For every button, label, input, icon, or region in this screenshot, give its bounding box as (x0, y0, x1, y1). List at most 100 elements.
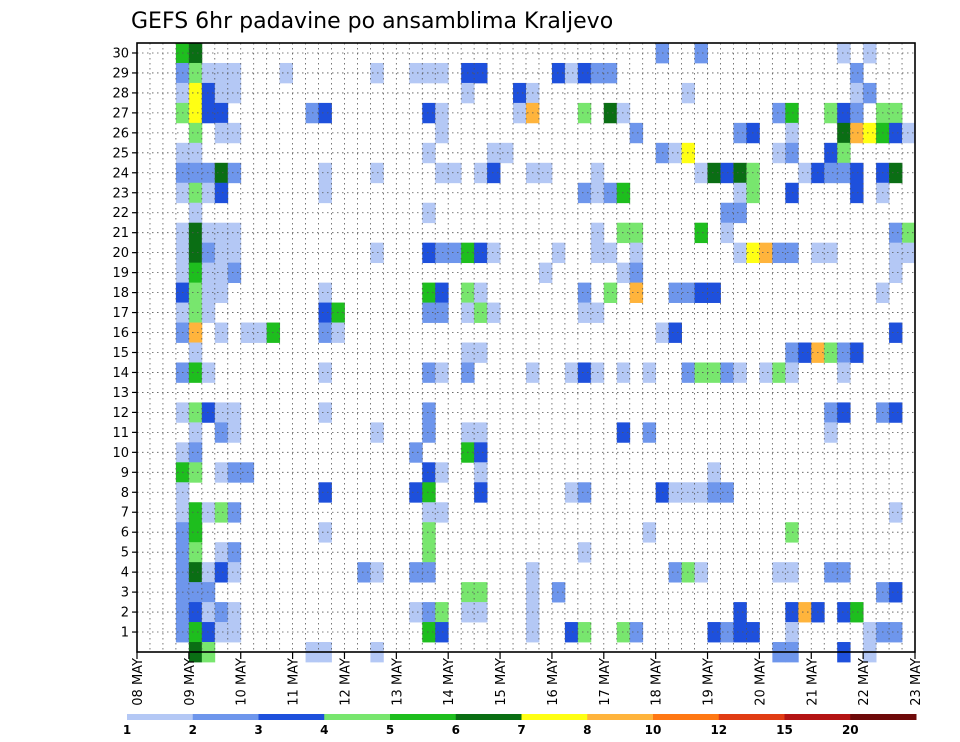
heatmap-cell (435, 102, 449, 124)
heatmap-cell (422, 302, 436, 323)
heatmap-cell (201, 502, 216, 523)
heatmap-cell (837, 142, 851, 164)
heatmap-cell (188, 342, 203, 363)
heatmap-cell (694, 282, 708, 303)
heatmap-cell (759, 242, 773, 264)
heatmap-cell (707, 462, 721, 483)
heatmap-cell (318, 402, 332, 423)
colorbar-tick-label: 20 (842, 723, 859, 737)
heatmap-cell (201, 602, 216, 623)
y-tick-label: 8 (121, 486, 129, 501)
heatmap-cell (889, 122, 903, 144)
heatmap-cell (201, 282, 216, 303)
heatmap-cell (487, 302, 501, 323)
heatmap-cell (850, 102, 864, 124)
heatmap-cell (733, 202, 747, 224)
heatmap-cell (318, 482, 332, 503)
heatmap-cell (603, 282, 618, 303)
heatmap-cell (188, 422, 203, 443)
heatmap-cell (448, 242, 462, 264)
heatmap-cell (201, 302, 216, 323)
heatmap-cell (227, 622, 242, 643)
heatmap-cell (448, 162, 462, 184)
heatmap-cell (577, 62, 592, 84)
heatmap-cell (733, 182, 747, 204)
colorbar-segment (587, 714, 654, 720)
x-tick-label: 08 MAY (131, 658, 146, 706)
heatmap-cell (487, 242, 501, 264)
heatmap-cell (474, 422, 488, 443)
heatmap-cell (837, 342, 851, 363)
x-tick-label: 17 MAY (598, 658, 613, 706)
heatmap-cell (214, 622, 229, 643)
heatmap-cell (409, 442, 423, 463)
heatmap-cell (564, 482, 579, 503)
x-tick-label: 23 MAY (909, 658, 924, 706)
heatmap-cell (603, 102, 618, 124)
heatmap-cell (422, 602, 436, 623)
heatmap-cell (188, 562, 203, 583)
heatmap-cell (422, 62, 436, 84)
heatmap-cell (188, 182, 203, 204)
heatmap-cell (422, 502, 436, 523)
y-tick-label: 23 (112, 186, 129, 201)
y-tick-label: 22 (112, 206, 129, 221)
heatmap-cell (863, 122, 877, 144)
heatmap-cell (707, 282, 721, 303)
heatmap-cell (214, 502, 229, 523)
heatmap-cell (201, 102, 216, 124)
heatmap-cell (837, 362, 851, 383)
colorbar-tick-label: 5 (386, 723, 394, 737)
heatmap-cell (409, 602, 423, 623)
heatmap-cell (474, 62, 488, 84)
heatmap-cell (318, 302, 332, 323)
heatmap-cell (487, 142, 501, 164)
heatmap-cell (850, 602, 864, 623)
heatmap-cell (188, 282, 203, 303)
heatmap-cell (902, 122, 916, 144)
heatmap-cell (214, 562, 229, 583)
heatmap-cell (694, 43, 708, 64)
heatmap-cell (422, 362, 436, 383)
heatmap-cell (850, 82, 864, 104)
heatmap-cell (577, 182, 592, 204)
heatmap-cell (733, 622, 747, 643)
heatmap-cell (188, 142, 203, 164)
heatmap-cell (435, 502, 449, 523)
heatmap-cell (500, 142, 514, 164)
colorbar-segment (324, 714, 391, 720)
heatmap-cell (474, 442, 488, 463)
heatmap-cell (435, 122, 449, 144)
heatmap-cell (824, 162, 838, 184)
heatmap-cell (733, 602, 747, 623)
heatmap-cell (409, 482, 423, 503)
heatmap-cell (435, 462, 449, 483)
heatmap-cell (188, 43, 203, 64)
heatmap-cell (798, 162, 812, 184)
grid-lines (137, 43, 915, 652)
heatmap-cell (772, 562, 786, 583)
y-tick-label: 2 (121, 606, 129, 621)
heatmap-cell (188, 122, 203, 144)
y-tick-label: 14 (112, 366, 129, 381)
heatmap-cell (824, 342, 838, 363)
heatmap-cell (214, 162, 229, 184)
heatmap-cells (175, 43, 916, 663)
colorbar-segment (390, 714, 457, 720)
heatmap-cell (214, 402, 229, 423)
heatmap-cell (474, 162, 488, 184)
heatmap-cell (188, 602, 203, 623)
heatmap-cell (409, 62, 423, 84)
y-tick-label: 20 (112, 246, 129, 261)
heatmap-cell (201, 262, 216, 284)
y-tick-label: 19 (112, 266, 129, 281)
heatmap-cell (201, 582, 216, 603)
colorbar-segment (784, 714, 851, 720)
heatmap-cell (435, 242, 449, 264)
heatmap-cell (318, 102, 332, 124)
heatmap-cell (422, 242, 436, 264)
heatmap-cell (201, 362, 216, 383)
x-tick-label: 18 MAY (650, 658, 665, 706)
heatmap-cell (214, 62, 229, 84)
heatmap-cell (214, 82, 229, 104)
